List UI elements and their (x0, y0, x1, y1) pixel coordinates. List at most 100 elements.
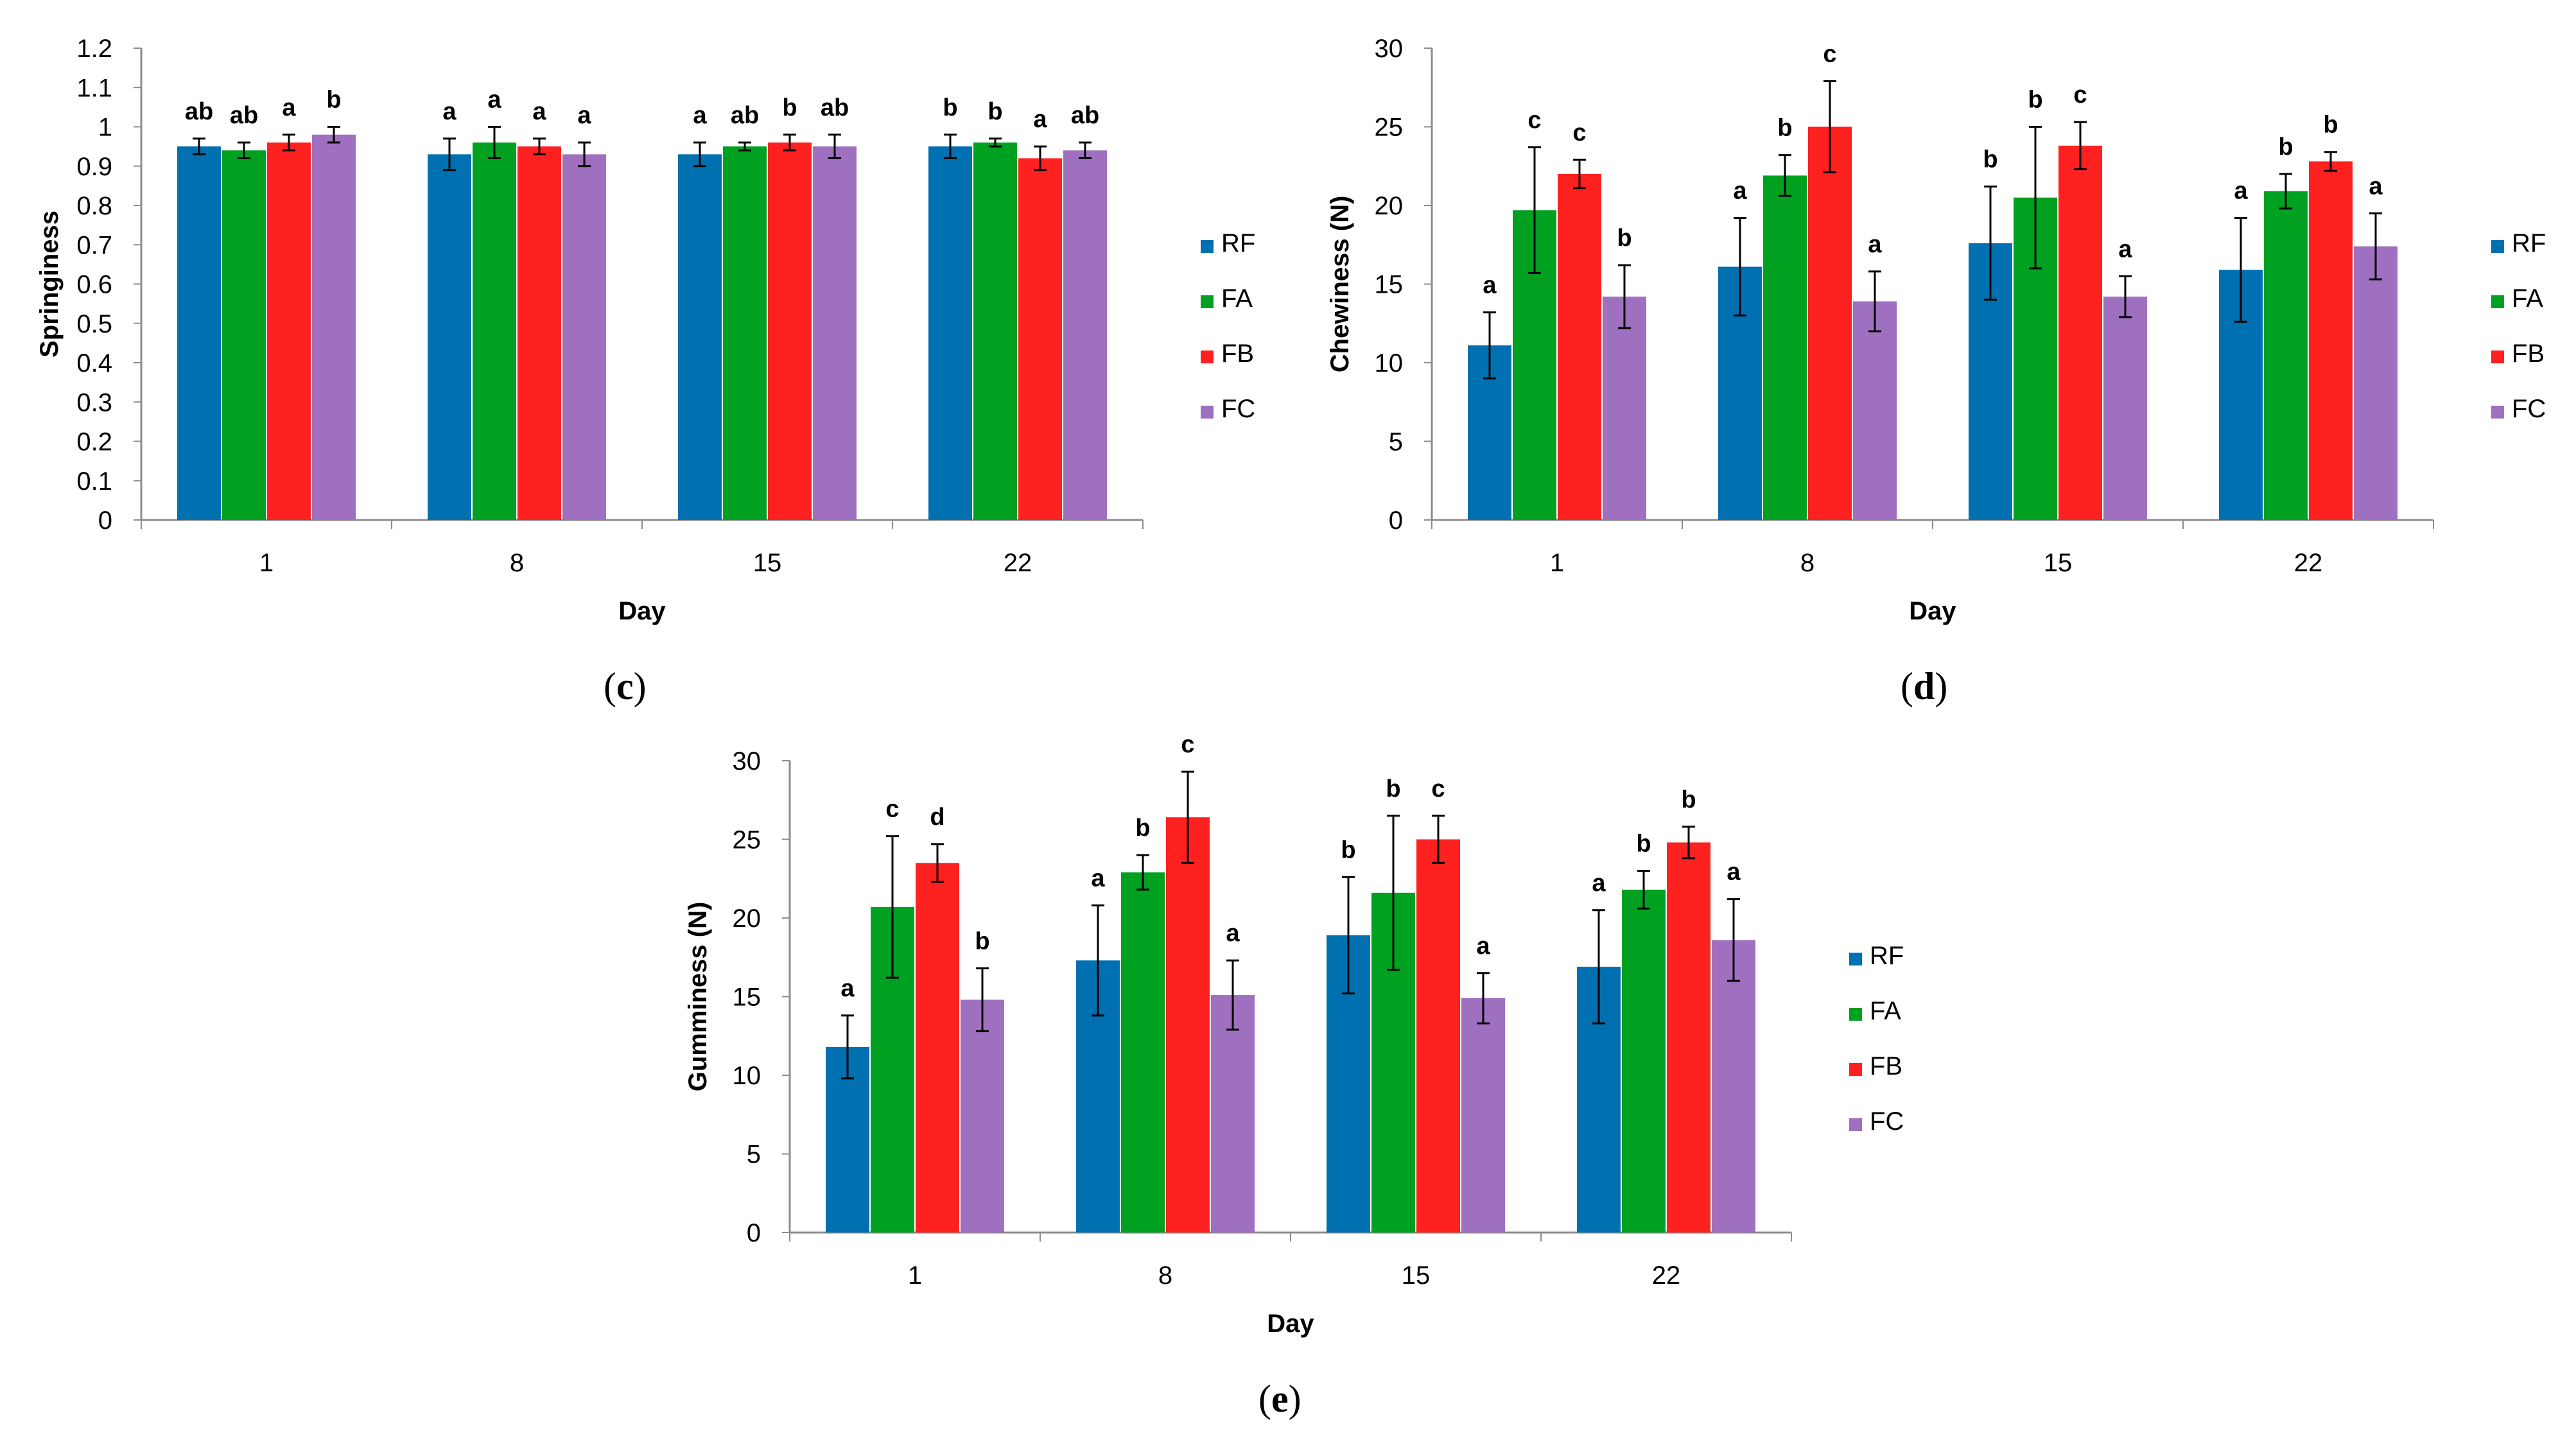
y-tick-label: 0 (1389, 506, 1403, 535)
significance-letter: a (1033, 106, 1047, 133)
caption-c: (c) (604, 665, 647, 707)
x-axis-title: Day (1909, 597, 1956, 625)
legend-swatch-fb (1201, 351, 1214, 363)
legend-label-rf: RF (1221, 229, 1255, 257)
y-tick-label: 25 (733, 826, 761, 854)
significance-letter: c (1572, 119, 1586, 146)
bar-fc (1063, 150, 1107, 520)
significance-letter: c (885, 796, 899, 823)
bar-fc (2354, 246, 2398, 520)
significance-letter: b (326, 87, 341, 114)
significance-letter: b (943, 94, 957, 121)
bar-fc (1853, 301, 1897, 520)
y-tick-label: 0.3 (76, 388, 112, 417)
significance-letter: d (930, 804, 944, 831)
springiness-chart: 0 0.1 0.2 0.3 0.4 0.5 0.6 0.7 0.8 0.9 1 1.1 1.2 1 8 15 2… (0, 0, 1284, 668)
bar-fc (312, 134, 356, 520)
y-tick-label: 30 (1375, 35, 1404, 63)
bar-fc (1211, 995, 1255, 1233)
y-tick-label: 0.7 (76, 231, 112, 259)
bar-fb (2309, 161, 2353, 520)
legend-swatch-fa (1849, 1008, 1862, 1021)
springiness-chart-svg: 0 0.1 0.2 0.3 0.4 0.5 0.6 0.7 0.8 0.9 1 1.1 1.2 1 8 15 2… (35, 35, 1255, 625)
bar-fa (473, 143, 516, 520)
significance-letter: ab (1071, 102, 1099, 129)
x-tick-label: 8 (510, 549, 524, 577)
significance-letter: b (2028, 87, 2042, 114)
legend-swatch-rf (1849, 953, 1862, 965)
significance-letter: a (577, 102, 591, 129)
significance-letter: b (1636, 831, 1651, 858)
significance-letter: a (1868, 231, 1882, 258)
caption-c-letter: c (616, 665, 634, 707)
significance-letter: ab (230, 102, 258, 129)
bar-fa (1763, 175, 1807, 520)
gumminess-chart-svg: 0 5 10 15 20 25 30 1 8 15 22 Day Gumminess (N) a a b a c b… (684, 731, 1904, 1338)
bar-fa (973, 143, 1017, 520)
significance-letter: b (782, 94, 797, 121)
bar-fa (2264, 191, 2308, 520)
x-axis-title: Day (1267, 1310, 1314, 1338)
y-tick-label: 1.1 (76, 74, 112, 102)
bar-fa (723, 146, 767, 520)
bar-rf (428, 154, 471, 520)
significance-letter: ab (731, 102, 759, 129)
bar-fc (1603, 297, 1646, 520)
significance-letter: a (1733, 178, 1747, 205)
legend-label-fb: FB (2512, 340, 2545, 368)
significance-letter: a (693, 102, 707, 129)
bar-fb (2058, 145, 2102, 520)
y-tick-label: 0.9 (76, 153, 112, 181)
bar-fc (961, 1000, 1004, 1233)
significance-letter: a (840, 975, 855, 1002)
y-tick-label: 5 (747, 1141, 761, 1169)
significance-letter: b (1777, 115, 1792, 142)
significance-letter: a (1476, 933, 1490, 960)
significance-letter: c (1527, 107, 1541, 134)
legend-swatch-fb (2491, 351, 2504, 363)
y-tick-label: 20 (1375, 192, 1404, 220)
significance-letter: b (988, 98, 1002, 125)
y-tick-label: 0.1 (76, 467, 112, 496)
significance-letter: b (2323, 112, 2338, 139)
x-tick-label: 15 (1402, 1261, 1431, 1290)
caption-e: (e) (1258, 1378, 1301, 1420)
legend-swatch-rf (1201, 240, 1214, 253)
y-tick-label: 1.2 (76, 35, 112, 63)
y-tick-label: 0.2 (76, 428, 112, 456)
bar-fb (1808, 126, 1852, 520)
caption-d: (d) (1901, 665, 1948, 707)
significance-letter: a (1592, 870, 1606, 897)
x-tick-label: 1 (259, 549, 274, 577)
x-tick-label: 22 (2294, 549, 2323, 577)
bar-fc (1461, 998, 1505, 1233)
y-axis-title: Gumminess (N) (684, 902, 712, 1092)
y-tick-label: 15 (733, 983, 761, 1012)
y-tick-label: 0.4 (76, 349, 112, 377)
x-tick-label: 1 (1550, 549, 1564, 577)
bar-fb (916, 863, 959, 1233)
x-tick-label: 15 (2044, 549, 2073, 577)
caption-e-letter: e (1271, 1378, 1289, 1420)
bar-fb (768, 143, 812, 520)
bar-fb (1558, 174, 1601, 520)
bar-fb (267, 143, 311, 520)
caption-d-letter: d (1913, 665, 1935, 707)
y-axis-title: Springiness (35, 211, 64, 358)
significance-letter: c (2073, 82, 2087, 108)
y-tick-label: 0.8 (76, 192, 112, 220)
significance-letter: b (975, 928, 989, 955)
legend-label-rf: RF (1870, 942, 1904, 970)
significance-letter: b (1681, 786, 1696, 813)
legend-label-fc: FC (1870, 1107, 1904, 1136)
y-tick-label: 10 (1375, 349, 1404, 377)
y-tick-label: 10 (733, 1062, 761, 1090)
x-tick-label: 22 (1004, 549, 1032, 577)
legend-swatch-fa (1201, 295, 1214, 308)
significance-letter: a (442, 98, 457, 125)
bar-fb (1667, 842, 1710, 1233)
significance-letter: ab (185, 98, 213, 125)
legend-label-fa: FA (2512, 284, 2543, 313)
legend-label-fc: FC (1221, 395, 1255, 423)
significance-letter: a (487, 87, 501, 114)
